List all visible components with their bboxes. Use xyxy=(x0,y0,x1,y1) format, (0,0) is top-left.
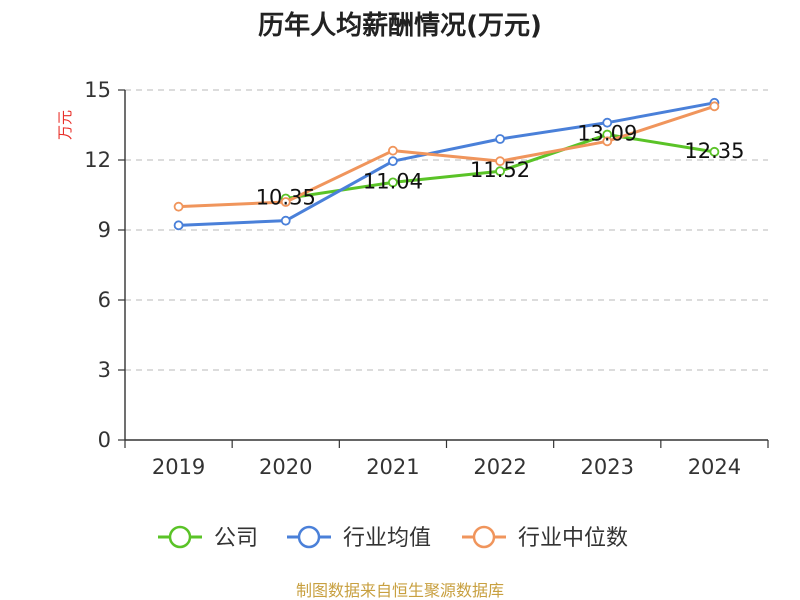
data-point[interactable] xyxy=(173,201,184,212)
legend-item[interactable]: 公司 xyxy=(158,525,258,551)
data-label: 12.35 xyxy=(684,139,744,163)
data-label: 13.09 xyxy=(577,122,637,146)
y-tick-label: 15 xyxy=(84,78,111,102)
source-note: 制图数据来自恒生聚源数据库 xyxy=(296,581,504,600)
x-tick-label: 2020 xyxy=(259,455,312,479)
data-point[interactable] xyxy=(602,136,613,147)
data-point[interactable] xyxy=(709,146,720,157)
x-tick-label: 2021 xyxy=(366,455,419,479)
data-point[interactable] xyxy=(495,166,505,177)
series-1 xyxy=(173,97,720,231)
data-point[interactable] xyxy=(495,134,505,144)
axes: 0 3 6 9 12 15 2019 2020 2021 2022 2023 2024 xyxy=(84,78,769,479)
y-tick-label: 3 xyxy=(98,358,111,382)
data-point[interactable] xyxy=(280,197,291,207)
x-tick-label: 2024 xyxy=(688,455,741,479)
x-tick-label: 2022 xyxy=(473,455,526,479)
data-label: 11.04 xyxy=(363,169,423,193)
series-line xyxy=(178,101,715,227)
x-tick-label: 2019 xyxy=(152,455,205,479)
series-0 xyxy=(280,129,720,204)
legend-item[interactable]: 行业中位数 xyxy=(462,525,628,551)
grid-lines xyxy=(125,89,768,371)
data-point[interactable] xyxy=(280,215,291,226)
data-labels: 10.35 11.04 11.52 13.09 12.35 xyxy=(256,122,745,210)
legend-marker xyxy=(168,525,192,549)
data-label: 11.52 xyxy=(470,158,530,182)
data-point[interactable] xyxy=(173,220,184,231)
legend-label: 公司 xyxy=(214,526,258,551)
data-label: 10.35 xyxy=(256,186,316,210)
legend-label: 行业均值 xyxy=(343,526,431,551)
y-tick-label: 0 xyxy=(98,428,111,452)
x-tick-label: 2023 xyxy=(581,455,634,479)
y-axis-label: 万元 xyxy=(56,110,74,140)
y-tick-label: 6 xyxy=(98,288,111,312)
series-lines xyxy=(173,97,720,231)
chart-title: 历年人均薪酬情况(万元) xyxy=(258,10,542,41)
y-tick-label: 9 xyxy=(98,218,111,242)
data-point[interactable] xyxy=(602,117,613,128)
data-point[interactable] xyxy=(388,177,398,188)
legend[interactable]: 公司 行业均值 行业中位数 xyxy=(158,525,628,551)
data-point[interactable] xyxy=(388,156,398,167)
legend-item[interactable]: 行业均值 xyxy=(287,525,431,551)
legend-marker xyxy=(472,525,496,549)
data-point[interactable] xyxy=(388,145,398,156)
legend-label: 行业中位数 xyxy=(518,526,628,551)
legend-marker xyxy=(297,525,321,549)
data-point[interactable] xyxy=(495,156,505,167)
y-tick-label: 12 xyxy=(84,148,111,172)
series-line xyxy=(178,104,715,209)
series-2 xyxy=(173,101,720,212)
data-point[interactable] xyxy=(709,101,720,112)
